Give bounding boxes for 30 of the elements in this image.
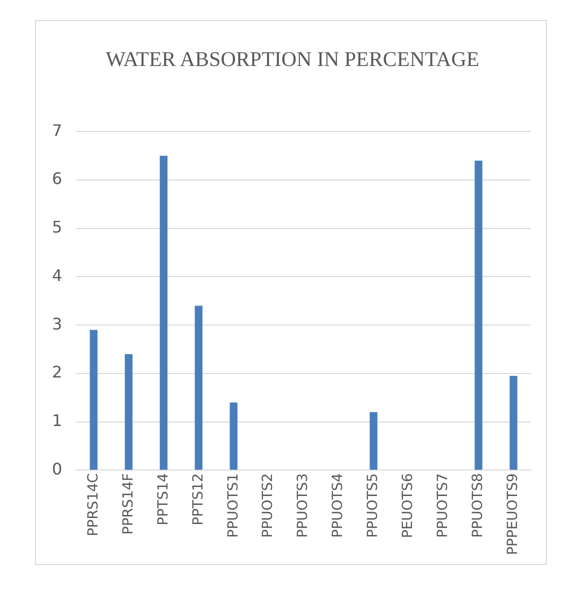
bar: [194, 306, 202, 470]
y-tick-label: 5: [52, 218, 62, 237]
bar: [510, 376, 518, 470]
x-tick-label: PPTS14: [155, 473, 172, 526]
x-tick-label: PPUOTS8: [470, 473, 486, 538]
bar: [474, 160, 482, 470]
x-tick-label: PPUOTS2: [260, 473, 276, 538]
y-tick-label: 6: [52, 169, 62, 188]
x-tick-label: PPUOTS5: [365, 473, 382, 538]
bar: [230, 402, 238, 470]
y-tick-label: 2: [52, 362, 62, 382]
x-tick-label: PPTS12: [190, 473, 206, 526]
bar: [90, 330, 98, 470]
x-tick-label: PEUOTS6: [400, 473, 416, 538]
x-tick-label: PPUOTS4: [330, 473, 346, 538]
bar: [124, 354, 133, 470]
x-tick-label: PPUOTS1: [225, 473, 242, 538]
y-tick-label: 1: [52, 411, 62, 430]
chart-title: WATER ABSORPTION IN PERCENTAGE: [104, 46, 480, 72]
y-tick-label: 3: [52, 314, 62, 334]
x-tick-label: PPRS14F: [120, 473, 136, 535]
bar: [160, 156, 168, 470]
y-tick-label: 0: [52, 459, 62, 478]
y-tick-label: 4: [52, 266, 62, 285]
y-tick-label: 7: [52, 120, 62, 140]
x-tick-label: PPUOTS7: [435, 473, 452, 538]
x-tick-label: PPUOTS3: [295, 473, 312, 538]
bar: [370, 412, 378, 470]
x-tick-label: PPRS14C: [85, 472, 102, 536]
x-tick-label: PPPEUOTS9: [505, 473, 522, 556]
